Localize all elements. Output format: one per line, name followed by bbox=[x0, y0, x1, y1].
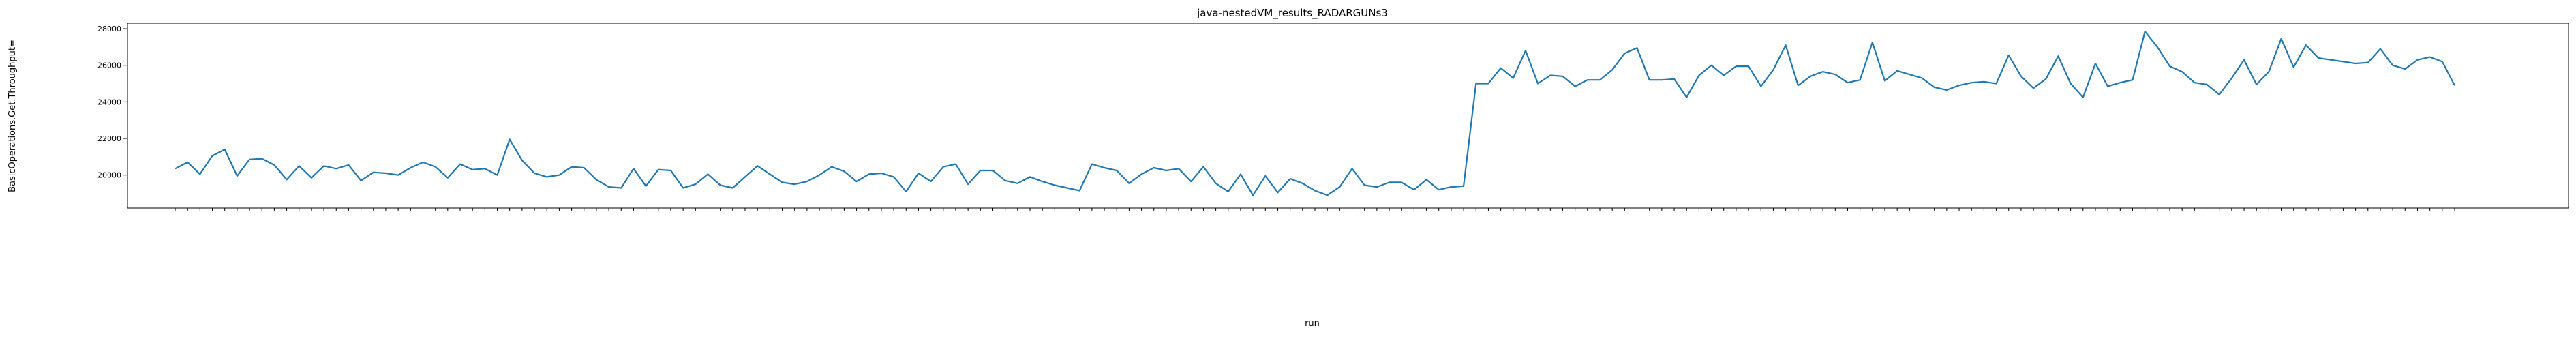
x-axis-label: run bbox=[1305, 318, 1320, 329]
y-axis: 20000 22000 24000 26000 28000 bbox=[97, 25, 127, 180]
y-tick-label: 22000 bbox=[97, 134, 121, 143]
y-axis-label: BasicOperations.Get.Throughput= bbox=[7, 40, 18, 192]
series-line bbox=[175, 30, 2455, 196]
y-tick-label: 26000 bbox=[97, 61, 121, 70]
plot-frame bbox=[127, 23, 2569, 209]
x-axis bbox=[175, 208, 2455, 211]
y-tick-label: 28000 bbox=[97, 25, 121, 33]
y-tick-label: 20000 bbox=[97, 171, 121, 180]
y-tick-label: 24000 bbox=[97, 98, 121, 106]
chart-title: java-nestedVM_results_RADARGUNs3 bbox=[1196, 7, 1388, 20]
